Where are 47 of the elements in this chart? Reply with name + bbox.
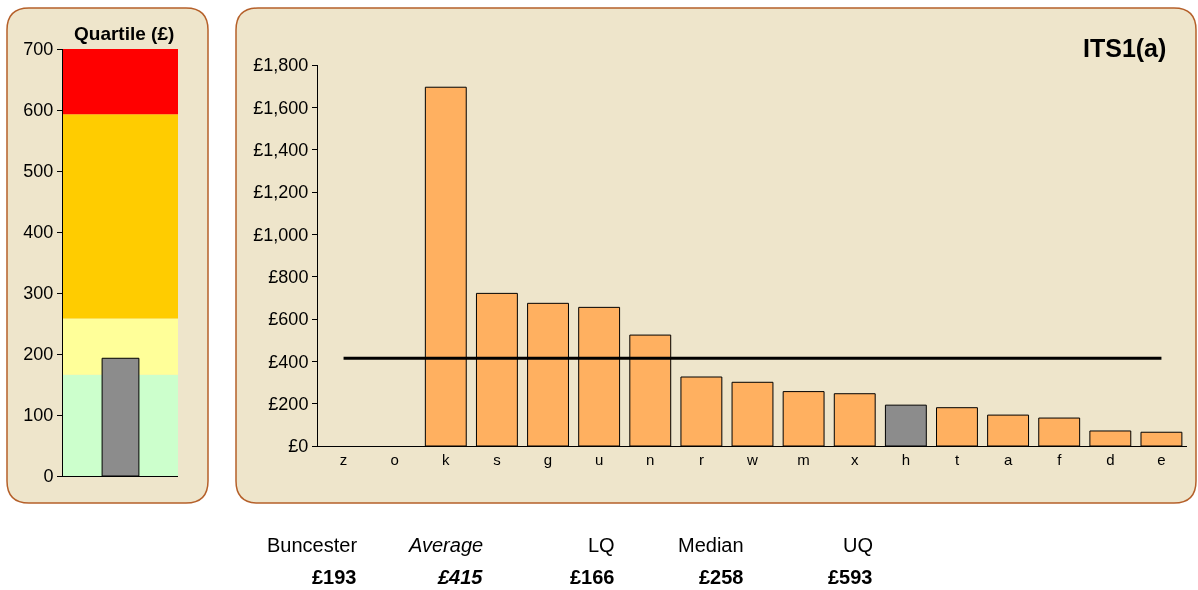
y-tick-label: £200 — [268, 393, 309, 414]
chart-title: Quartile (£) — [74, 23, 175, 44]
y-tick-label: £600 — [268, 309, 309, 330]
y-tick-label: 500 — [23, 161, 54, 182]
x-tick-label: a — [1003, 451, 1013, 468]
x-tick-label: k — [442, 451, 451, 468]
y-tick-label: £400 — [268, 351, 309, 372]
y-tick-label: £1,200 — [253, 182, 309, 203]
text: £193 — [312, 566, 357, 588]
text: Median — [678, 534, 744, 556]
y-tick-label: £1,000 — [253, 224, 309, 245]
y-tick-label: 200 — [23, 344, 54, 365]
text: £593 — [828, 566, 873, 588]
x-tick-label: w — [746, 451, 759, 468]
y-tick-label: 100 — [23, 405, 54, 426]
text: Buncester — [267, 534, 358, 556]
y-tick-label: 0 — [43, 466, 54, 487]
text: £258 — [699, 566, 744, 588]
y-tick-label: 400 — [23, 222, 54, 243]
x-tick-label: e — [1157, 451, 1166, 468]
x-tick-label: o — [390, 451, 399, 468]
y-tick-label: £1,600 — [253, 97, 309, 118]
x-tick-label: n — [646, 451, 655, 468]
text: £415 — [437, 566, 484, 588]
y-tick-label: £800 — [268, 266, 309, 287]
y-tick-label: £0 — [288, 436, 309, 457]
x-tick-label: z — [339, 451, 348, 468]
x-tick-label: m — [797, 451, 810, 468]
text: LQ — [588, 534, 615, 556]
y-tick-label: 300 — [23, 283, 54, 304]
x-tick-label: r — [698, 451, 704, 468]
x-tick-label: f — [1057, 451, 1063, 468]
y-tick-label: £1,800 — [253, 55, 309, 76]
x-tick-label: h — [901, 451, 911, 468]
x-tick-label: d — [1106, 451, 1115, 468]
text: Average — [408, 534, 484, 556]
text: UQ — [843, 534, 873, 556]
y-tick-label: 700 — [23, 39, 54, 60]
chart-title: ITS1(a) — [1083, 34, 1167, 62]
x-tick-label: g — [543, 451, 553, 468]
x-tick-label: u — [594, 451, 604, 468]
x-tick-label: s — [493, 451, 501, 468]
text: £166 — [570, 566, 615, 588]
x-tick-label: x — [850, 451, 859, 468]
x-tick-label: t — [954, 451, 960, 468]
y-tick-label: £1,400 — [253, 139, 309, 160]
y-tick-label: 600 — [23, 100, 54, 121]
